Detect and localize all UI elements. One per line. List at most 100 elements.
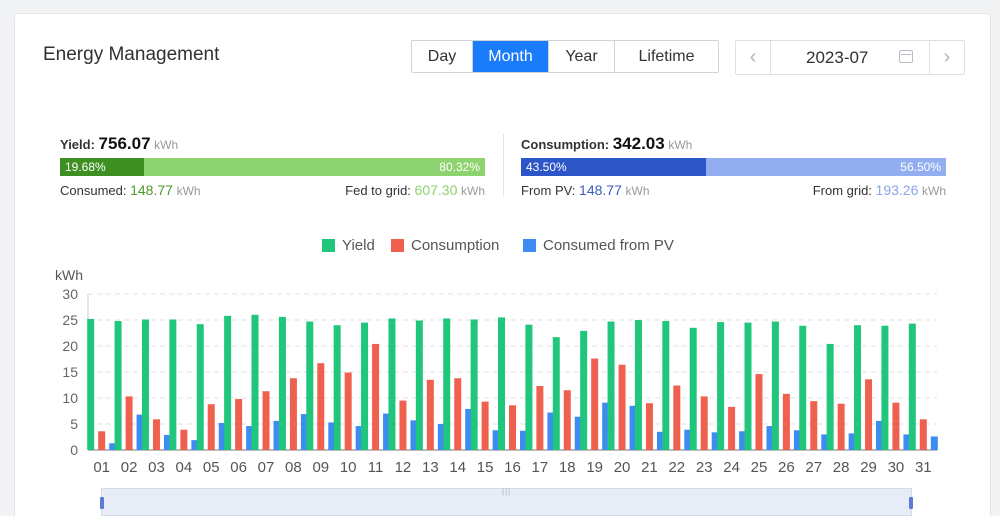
from-grid-label: From grid: [812,183,872,198]
from-pv-value: 148.77 [579,182,622,198]
consumed-pv-bar [629,405,637,450]
chart-legend-yield[interactable]: Yield [322,237,375,254]
consumption-bar [235,399,243,450]
consumption-bar [536,386,544,450]
consumed-pv-bar [793,430,801,450]
x-tick-label: 06 [230,459,247,476]
x-tick-label: 12 [395,459,412,476]
tab-day[interactable]: Day [412,41,473,72]
yield-bar [552,337,560,450]
consumed-pv-bar [109,443,117,450]
yield-split-bar: 19.68% 80.32% [60,158,485,176]
yield-bar [388,318,396,450]
consumption-bar [289,378,297,450]
y-tick-label: 25 [62,312,78,328]
consumed-pv-bar [930,436,938,450]
consumed-pv-bar [711,432,719,450]
summary-divider [503,134,504,196]
calendar-icon[interactable] [899,50,913,63]
consumed-pv-bar [684,429,692,450]
month-picker: ‹ 2023-07 › [735,40,965,75]
from-pv-unit: kWh [625,184,650,198]
yield-bar [689,327,697,450]
tab-month[interactable]: Month [473,41,549,72]
consumption-split-bar: 43.50% 56.50% [521,158,946,176]
consumption-pv-line: From PV: 148.77 kWh [521,182,650,198]
yield-summary: Yield: 756.07 kWh [60,134,178,154]
consumed-pv-bar [739,431,747,450]
yield-bar [169,319,177,450]
consumed-pv-bar [300,414,308,450]
consumption-grid-line: From grid: 193.26 kWh [785,182,946,198]
consumption-bar [892,402,900,450]
chart-legend-consumption[interactable]: Consumption [391,237,499,254]
consumed-pv-bar [355,426,363,450]
next-month-button[interactable]: › [929,41,964,74]
fed-value: 607.30 [414,182,458,198]
yield-fed-segment: 80.32% [143,158,485,176]
slider-right-handle[interactable] [909,497,913,509]
consumption-bar [755,374,763,450]
fed-label: Fed to grid: [345,183,411,198]
from-grid-unit: kWh [922,184,946,198]
consumption-unit: kWh [668,138,693,152]
x-tick-label: 07 [258,459,275,476]
chart-legend-consumed-pv[interactable]: Consumed from PV [523,237,674,254]
consumed-pv-bar [656,431,664,450]
chart-zoom-slider[interactable]: ||| [100,487,913,516]
yield-unit: kWh [154,138,179,152]
consumption-pv-segment: 43.50% [521,158,706,176]
yield-bar [799,325,807,450]
consumption-bar [700,396,708,450]
x-tick-label: 01 [93,459,110,476]
yield-bar [580,330,588,450]
x-tick-label: 09 [312,459,329,476]
yield-consumed-segment: 19.68% [60,158,144,176]
prev-month-button[interactable]: ‹ [736,41,771,74]
period-selector: Day Month Year Lifetime [411,40,719,73]
consumption-value: 342.03 [612,134,665,153]
x-tick-label: 05 [203,459,220,476]
yield-bar [607,321,615,450]
consumption-bar [125,396,133,450]
yield-bar [278,316,286,450]
yield-bar [251,314,259,450]
y-tick-label: 0 [70,442,78,458]
consumed-pv-bar [766,426,774,450]
slider-grip-icon[interactable]: ||| [502,487,512,496]
yield-bar [141,319,149,450]
slider-left-handle[interactable] [100,497,104,509]
x-tick-label: 13 [422,459,439,476]
consumption-bar [152,419,160,450]
consumed-pv-bar [520,430,527,450]
yield-bar [361,322,369,450]
x-tick-label: 18 [559,459,576,476]
y-tick-label: 20 [62,338,78,354]
month-value[interactable]: 2023-07 [806,48,869,67]
consumption-bar [317,363,325,450]
consumed-pv-swatch [523,239,536,252]
consumption-swatch [391,239,404,252]
consumed-unit: kWh [176,184,201,198]
x-tick-label: 15 [477,459,494,476]
consumption-bar [728,406,736,450]
consumption-bar [180,429,188,450]
tab-lifetime[interactable]: Lifetime [638,47,695,65]
consumption-bar [399,400,407,450]
x-tick-label: 24 [723,459,740,476]
consumption-bar [810,401,818,450]
x-tick-label: 25 [751,459,768,476]
consumed-pv-bar [328,422,336,450]
x-tick-label: 29 [860,459,877,476]
consumption-label: Consumption: [521,137,610,152]
tab-year[interactable]: Year [549,41,615,72]
x-tick-label: 28 [833,459,850,476]
x-tick-label: 04 [176,459,193,476]
consumed-pv-bar [547,412,555,450]
consumption-bar [563,390,571,450]
yield-bar [470,319,478,450]
consumption-bar [673,385,681,450]
consumption-bar [591,358,599,450]
yield-bar [744,322,752,450]
